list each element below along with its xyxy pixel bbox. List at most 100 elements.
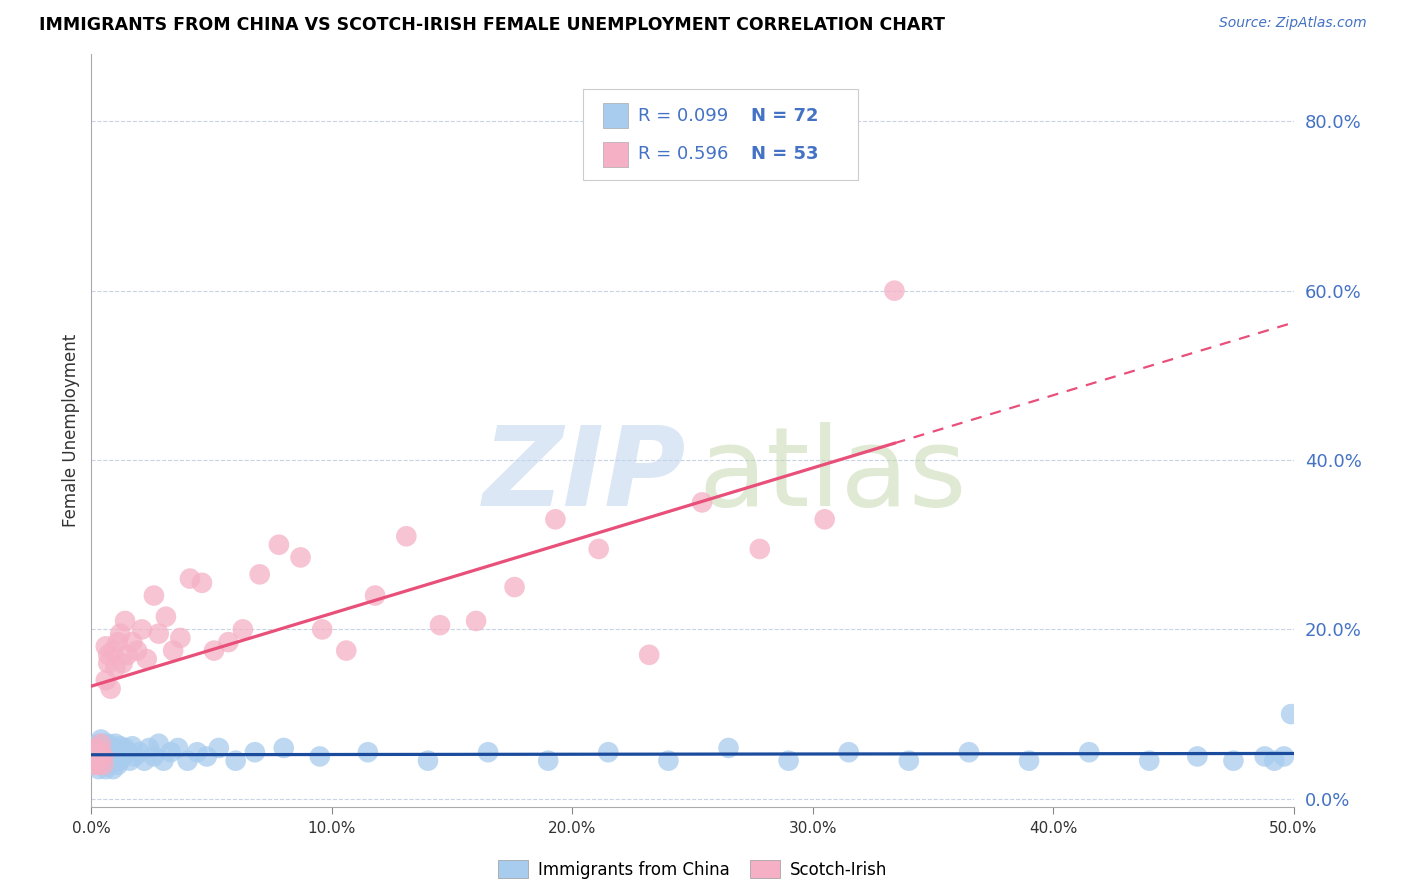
Point	[142, 589, 165, 603]
Point	[429, 618, 451, 632]
Point	[97, 648, 120, 662]
Text: N = 72: N = 72	[751, 107, 818, 125]
Point	[503, 580, 526, 594]
Point	[176, 754, 198, 768]
Point	[778, 754, 800, 768]
Point	[167, 741, 190, 756]
Point	[94, 673, 117, 688]
Point	[657, 754, 679, 768]
Point	[101, 745, 124, 759]
Point	[395, 529, 418, 543]
Point	[208, 741, 231, 756]
Point	[83, 745, 105, 759]
Point	[100, 681, 122, 696]
Point	[131, 623, 153, 637]
Point	[110, 626, 132, 640]
Point	[267, 538, 290, 552]
Point	[84, 741, 107, 756]
Point	[94, 741, 117, 756]
Text: N = 53: N = 53	[751, 145, 818, 163]
Point	[748, 541, 770, 556]
Point	[537, 754, 560, 768]
Point	[883, 284, 905, 298]
Point	[1253, 749, 1275, 764]
Point	[93, 737, 115, 751]
Point	[90, 745, 112, 759]
Point	[335, 643, 357, 657]
Point	[416, 754, 439, 768]
Point	[1187, 749, 1209, 764]
Point	[155, 609, 177, 624]
Point	[114, 741, 136, 756]
Point	[308, 749, 330, 764]
Point	[118, 754, 141, 768]
Point	[717, 741, 740, 756]
Text: R = 0.596: R = 0.596	[638, 145, 728, 163]
Point	[124, 749, 146, 764]
Point	[100, 741, 122, 756]
Point	[142, 749, 165, 764]
Point	[148, 737, 170, 751]
Point	[290, 550, 312, 565]
Point	[249, 567, 271, 582]
Point	[1018, 754, 1040, 768]
Point	[84, 754, 107, 768]
Y-axis label: Female Unemployment: Female Unemployment	[62, 334, 80, 527]
Point	[90, 732, 112, 747]
Point	[94, 762, 117, 776]
Point	[90, 737, 112, 751]
Point	[101, 643, 124, 657]
Point	[90, 754, 112, 768]
Point	[114, 614, 136, 628]
Point	[104, 660, 127, 674]
Point	[544, 512, 567, 526]
Text: atlas: atlas	[699, 422, 967, 529]
Point	[107, 635, 129, 649]
Point	[87, 758, 110, 772]
Point	[838, 745, 860, 759]
Point	[152, 754, 174, 768]
Point	[117, 648, 139, 662]
Text: R = 0.099: R = 0.099	[638, 107, 728, 125]
Point	[1078, 745, 1101, 759]
Point	[107, 742, 129, 756]
Point	[97, 737, 120, 751]
Point	[110, 739, 132, 754]
Point	[814, 512, 837, 526]
Point	[97, 657, 120, 671]
Point	[111, 657, 134, 671]
Point	[87, 737, 110, 751]
Point	[217, 635, 239, 649]
Point	[93, 749, 115, 764]
Point	[897, 754, 920, 768]
Point	[243, 745, 266, 759]
Point	[1137, 754, 1160, 768]
Point	[598, 745, 620, 759]
Point	[169, 631, 191, 645]
Legend: Immigrants from China, Scotch-Irish: Immigrants from China, Scotch-Irish	[491, 854, 894, 886]
Point	[94, 749, 117, 764]
Point	[128, 745, 150, 759]
Point	[110, 754, 132, 768]
Point	[225, 754, 247, 768]
Point	[134, 754, 156, 768]
Point	[311, 623, 333, 637]
Point	[690, 495, 713, 509]
Point	[121, 635, 143, 649]
Point	[93, 754, 115, 768]
Point	[87, 749, 110, 764]
Point	[162, 643, 184, 657]
Point	[202, 643, 225, 657]
Point	[159, 745, 181, 759]
Point	[87, 745, 110, 759]
Point	[121, 739, 143, 754]
Point	[83, 749, 105, 764]
Point	[957, 745, 980, 759]
Point	[195, 749, 218, 764]
Text: IMMIGRANTS FROM CHINA VS SCOTCH-IRISH FEMALE UNEMPLOYMENT CORRELATION CHART: IMMIGRANTS FROM CHINA VS SCOTCH-IRISH FE…	[39, 16, 945, 34]
Point	[83, 758, 105, 772]
Point	[232, 623, 254, 637]
Point	[1279, 707, 1302, 722]
Point	[179, 572, 201, 586]
Point	[1272, 749, 1295, 764]
